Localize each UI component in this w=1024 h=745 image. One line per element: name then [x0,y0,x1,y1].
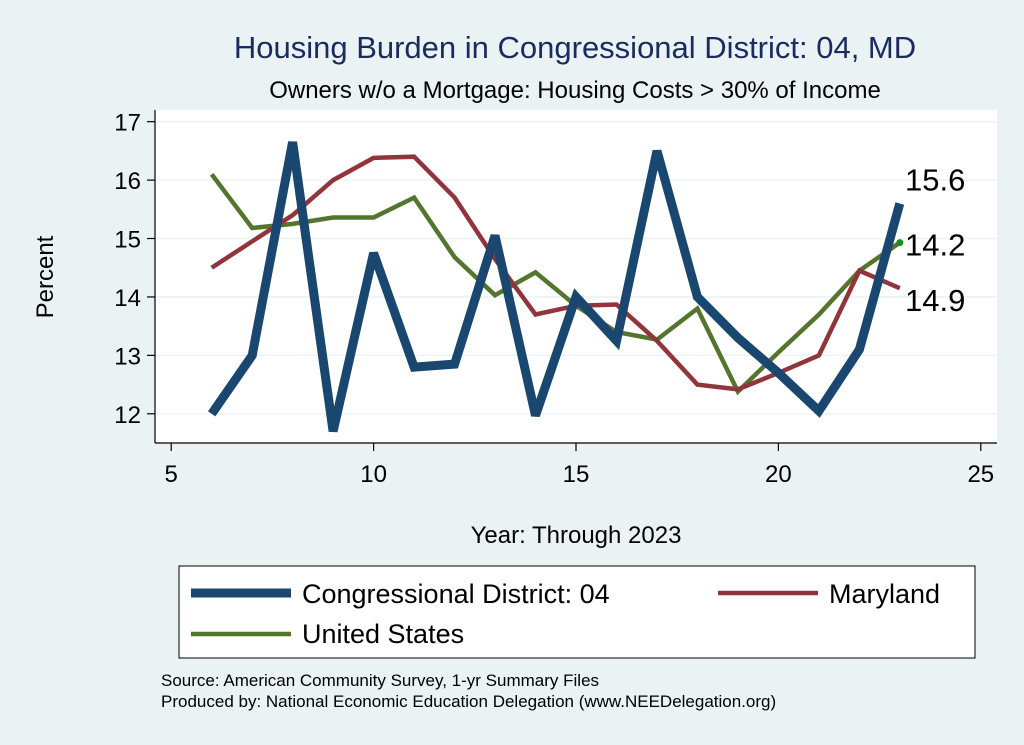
series-lines [208,141,905,433]
x-axis-ticks: 5 10 15 20 25 [165,443,994,488]
y-tick-label-0: 12 [114,402,141,429]
series-line-us [209,172,902,396]
end-label-maryland: 14.2 [905,228,965,263]
x-tick-label-4: 25 [967,461,994,488]
legend-entry-us: United States [191,619,464,649]
legend-label-district: Congressional District: 04 [302,579,610,609]
legend-label-us: United States [302,619,464,649]
y-tick-label-2: 14 [114,285,141,312]
produced-by-note: Produced by: National Economic Education… [161,692,776,711]
y-tick-label-4: 16 [114,168,141,195]
chart-title: Housing Burden in Congressional District… [234,30,916,65]
series-line-district [208,141,905,433]
source-note: Source: American Community Survey, 1-yr … [161,671,599,690]
legend: Congressional District: 04 Maryland Unit… [178,565,976,659]
y-tick-label-3: 15 [114,227,141,254]
legend-label-maryland: Maryland [829,579,940,609]
legend-box [178,565,976,659]
x-tick-label-2: 15 [563,461,590,488]
end-label-district: 15.6 [905,163,965,198]
y-axis-title: Percent [32,235,59,318]
series-line-maryland [210,154,901,392]
chart-subtitle: Owners w/o a Mortgage: Housing Costs > 3… [269,77,881,104]
y-tick-label-5: 17 [114,110,141,137]
y-tick-label-1: 13 [114,343,141,370]
end-label-us: 14.9 [905,283,965,318]
x-tick-label-1: 10 [360,461,387,488]
y-axis-ticks: 12 13 14 15 16 17 [114,110,155,429]
x-tick-label-0: 5 [165,461,178,488]
x-tick-label-3: 20 [765,461,792,488]
x-axis-title: Year: Through 2023 [471,522,682,549]
series-end-marker-us [896,239,904,247]
end-labels: 15.6 14.2 14.9 [905,163,965,319]
legend-entry-district: Congressional District: 04 [191,579,610,609]
legend-entry-maryland: Maryland [718,579,940,609]
